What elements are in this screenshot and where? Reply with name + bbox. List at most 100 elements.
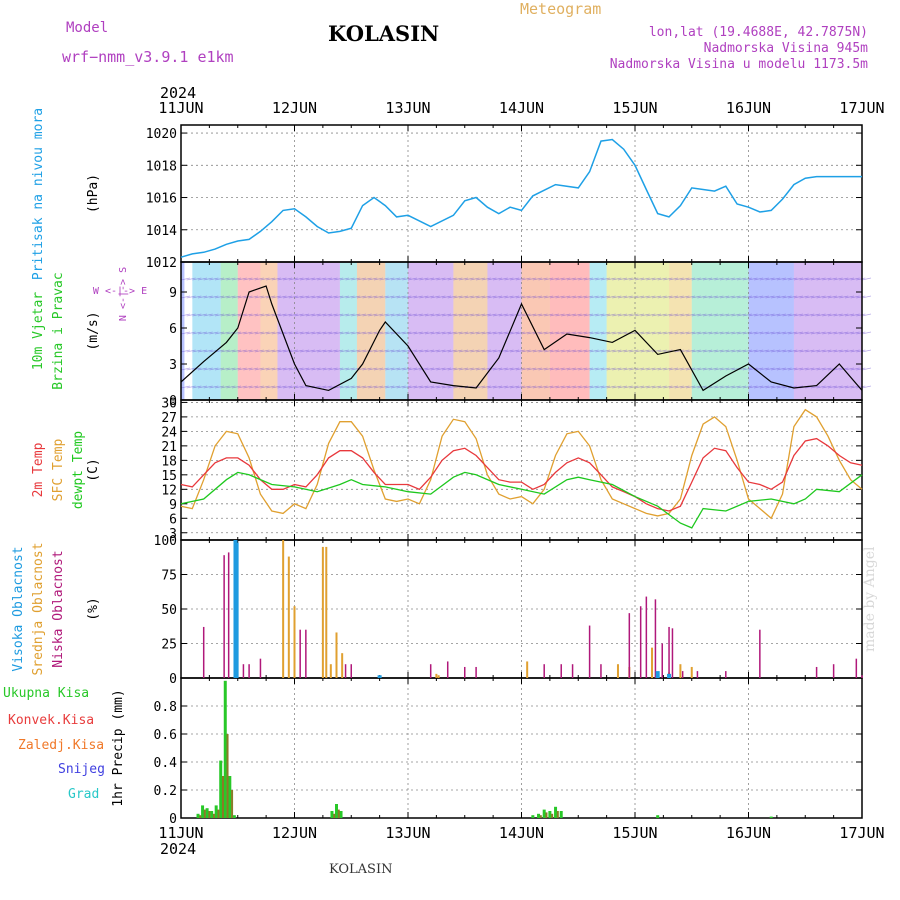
wind-barb <box>226 295 236 299</box>
wind-barb <box>419 295 429 299</box>
wind-barb <box>521 331 531 335</box>
temperature-ytick-label: 27 <box>161 411 177 426</box>
wind-barb <box>833 385 843 389</box>
wind-barb <box>844 349 855 353</box>
wind-barb <box>498 313 508 317</box>
wind-barb <box>629 385 639 389</box>
wind-barb <box>277 313 287 317</box>
model-name: wrf−nmm_v3.9.1 e1km <box>62 48 234 66</box>
wind-barb <box>589 385 599 389</box>
wind-barb <box>703 331 713 335</box>
wind-barb <box>504 367 514 371</box>
wind-barb <box>544 367 554 371</box>
wind-barb <box>532 313 542 317</box>
wind-barb <box>396 295 406 299</box>
wind-barb <box>634 331 645 335</box>
wind-barb <box>527 331 537 335</box>
wind-barb-band-14 <box>589 262 607 400</box>
wind-barb <box>532 277 542 281</box>
wind-barb <box>720 367 730 371</box>
wind-barb <box>782 331 792 335</box>
wind-barb <box>771 385 781 389</box>
wind-barb <box>481 295 491 299</box>
wind-barb <box>419 331 429 335</box>
total-precip-bar <box>228 776 232 818</box>
mid-cloud-bar <box>435 673 438 678</box>
wind-barb <box>351 385 361 389</box>
wind-barb <box>220 295 230 299</box>
wind-barb <box>793 367 803 371</box>
wind-barb <box>708 295 718 299</box>
wind-barb <box>436 313 446 317</box>
wind-barb <box>606 277 616 281</box>
wind-barb <box>640 331 650 335</box>
mid-cloud-bar <box>341 653 344 678</box>
wind-barb <box>277 349 287 353</box>
wind-barb <box>214 367 225 371</box>
wind-barb <box>351 277 361 281</box>
wind-barb <box>737 295 747 299</box>
wind-barb <box>566 367 576 371</box>
conv-precip-bar <box>221 776 224 818</box>
wind-barb <box>493 313 503 317</box>
total-precip-bar <box>769 816 773 818</box>
wind-barb <box>510 367 520 371</box>
temp-ylabel-1: SFC Temp <box>51 439 66 502</box>
wind-barb <box>771 313 781 317</box>
temperature-ytick-label: 21 <box>161 440 177 455</box>
wind-barb <box>805 331 815 335</box>
wind-barb <box>510 295 520 299</box>
wind-barb <box>271 277 281 281</box>
wind-barb <box>476 295 486 299</box>
wind-barb <box>634 313 645 317</box>
wind-barb <box>776 349 786 353</box>
wind-barb <box>476 331 486 335</box>
wind-barb <box>214 331 225 335</box>
wind-barb <box>493 295 503 299</box>
wind-barb <box>458 295 469 299</box>
wind-barb <box>595 277 605 281</box>
conv-precip-bar <box>199 815 202 818</box>
wind-ytick-label: 0 <box>169 394 177 409</box>
wind-barb <box>322 349 332 353</box>
wind-barb <box>493 331 503 335</box>
wind-barb <box>379 277 389 281</box>
wind-barb <box>714 313 724 317</box>
wind-barb <box>470 331 480 335</box>
wind-barb <box>538 349 548 353</box>
wind-barb <box>311 313 321 317</box>
total-precip-bar <box>210 811 214 818</box>
wind-barb <box>243 385 253 389</box>
wind-barb-band-1 <box>192 262 221 400</box>
wind-barb-band-15 <box>606 262 670 400</box>
wind-barb <box>833 313 843 317</box>
low-cloud-bar <box>344 664 347 678</box>
wind-barb <box>487 295 497 299</box>
wind-barb <box>810 277 821 281</box>
wind-barb <box>657 295 667 299</box>
total-precip-bar <box>542 809 546 818</box>
low-cloud-bar <box>543 664 545 678</box>
wind-barb <box>600 313 611 317</box>
cloud-ylabel-0: Visoka Oblacnost <box>11 546 26 671</box>
wind-barb <box>617 367 628 371</box>
wind-barb <box>799 331 809 335</box>
wind-barb <box>413 367 423 371</box>
wind-barb <box>861 349 872 353</box>
wind-barb <box>578 367 588 371</box>
wind-barb <box>691 331 701 335</box>
wind-barb <box>294 277 304 281</box>
mid-cloud-bar <box>293 606 296 678</box>
wind-barb-band-16 <box>669 262 692 400</box>
wind-barb <box>527 385 537 389</box>
wind-barb <box>776 367 786 371</box>
wind-barb <box>493 385 503 389</box>
wind-barb <box>515 331 525 335</box>
wind-barb <box>810 331 821 335</box>
wind-barb <box>856 277 866 281</box>
wind-barb <box>396 313 406 317</box>
wind-barb <box>839 385 849 389</box>
wind-barb-band-11 <box>487 262 522 400</box>
wind-barb <box>220 331 230 335</box>
wind-barb <box>430 277 440 281</box>
